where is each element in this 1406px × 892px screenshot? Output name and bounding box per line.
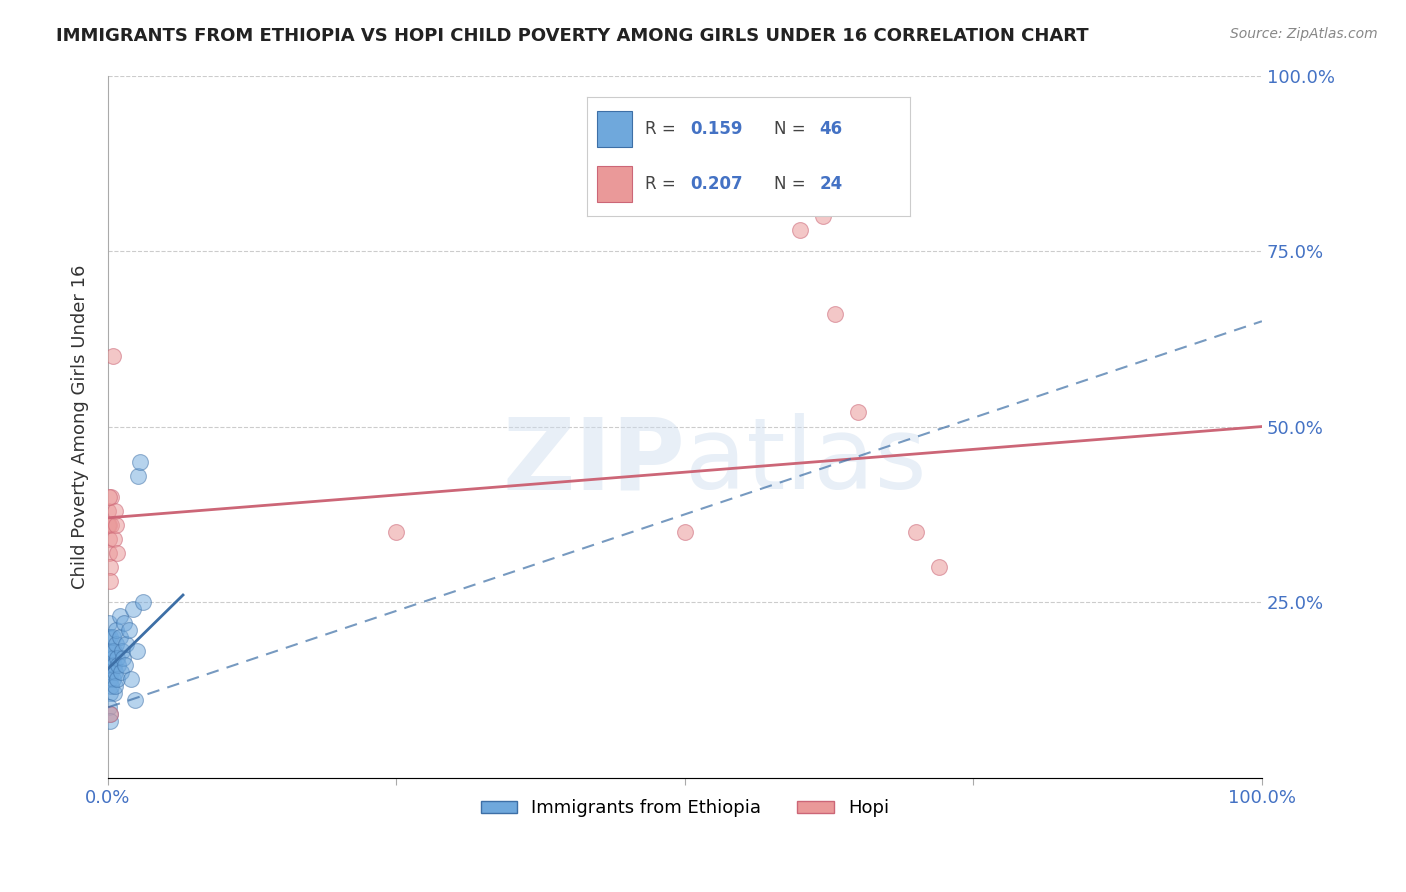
Point bbox=[98, 517, 121, 532]
Point bbox=[103, 658, 125, 673]
Point bbox=[97, 644, 120, 658]
Point bbox=[789, 223, 811, 237]
Point bbox=[98, 651, 121, 665]
Point bbox=[105, 517, 128, 532]
Point bbox=[114, 658, 136, 673]
Point bbox=[101, 349, 124, 363]
Point bbox=[98, 707, 121, 722]
Legend: Immigrants from Ethiopia, Hopi: Immigrants from Ethiopia, Hopi bbox=[474, 792, 897, 825]
Point bbox=[846, 405, 869, 419]
Point bbox=[98, 673, 121, 687]
Point bbox=[673, 524, 696, 539]
Point bbox=[105, 637, 128, 651]
Point bbox=[118, 623, 141, 637]
Point bbox=[115, 637, 138, 651]
Text: Source: ZipAtlas.com: Source: ZipAtlas.com bbox=[1230, 27, 1378, 41]
Point bbox=[97, 517, 120, 532]
Point bbox=[105, 651, 128, 665]
Point bbox=[104, 679, 127, 693]
Text: atlas: atlas bbox=[685, 413, 927, 510]
Point bbox=[97, 630, 120, 644]
Point bbox=[131, 595, 153, 609]
Point bbox=[98, 700, 121, 714]
Point bbox=[824, 307, 846, 321]
Point bbox=[98, 665, 121, 680]
Point bbox=[108, 630, 131, 644]
Y-axis label: Child Poverty Among Girls Under 16: Child Poverty Among Girls Under 16 bbox=[72, 264, 89, 589]
Point bbox=[98, 574, 121, 588]
Point bbox=[112, 616, 135, 631]
Point bbox=[100, 665, 122, 680]
Point bbox=[120, 673, 142, 687]
Point bbox=[111, 644, 134, 658]
Point bbox=[98, 658, 121, 673]
Point bbox=[904, 524, 927, 539]
Text: IMMIGRANTS FROM ETHIOPIA VS HOPI CHILD POVERTY AMONG GIRLS UNDER 16 CORRELATION : IMMIGRANTS FROM ETHIOPIA VS HOPI CHILD P… bbox=[56, 27, 1088, 45]
Point bbox=[98, 686, 121, 700]
Point bbox=[103, 532, 125, 546]
Point bbox=[97, 504, 120, 518]
Point bbox=[100, 490, 122, 504]
Point bbox=[101, 630, 124, 644]
Point bbox=[105, 546, 128, 560]
Point bbox=[108, 609, 131, 624]
Point bbox=[105, 673, 128, 687]
Point bbox=[928, 560, 950, 574]
Point bbox=[107, 658, 129, 673]
Point bbox=[100, 644, 122, 658]
Point bbox=[98, 546, 121, 560]
Point bbox=[98, 714, 121, 729]
Point bbox=[100, 679, 122, 693]
Point bbox=[103, 686, 125, 700]
Text: ZIP: ZIP bbox=[502, 413, 685, 510]
Point bbox=[103, 644, 125, 658]
Point bbox=[127, 468, 149, 483]
Point bbox=[125, 644, 148, 658]
Point bbox=[122, 602, 145, 616]
Point bbox=[124, 693, 146, 707]
Point bbox=[101, 673, 124, 687]
Point bbox=[98, 707, 121, 722]
Point bbox=[385, 524, 408, 539]
Point bbox=[98, 616, 121, 631]
Point bbox=[105, 623, 128, 637]
Point bbox=[100, 517, 122, 532]
Point bbox=[813, 209, 835, 223]
Point bbox=[100, 658, 122, 673]
Point bbox=[101, 651, 124, 665]
Point bbox=[129, 455, 152, 469]
Point bbox=[98, 644, 121, 658]
Point bbox=[98, 630, 121, 644]
Point bbox=[98, 532, 121, 546]
Point bbox=[104, 504, 127, 518]
Point bbox=[98, 490, 121, 504]
Point bbox=[98, 560, 121, 574]
Point bbox=[110, 665, 132, 680]
Point bbox=[111, 651, 134, 665]
Point bbox=[104, 665, 127, 680]
